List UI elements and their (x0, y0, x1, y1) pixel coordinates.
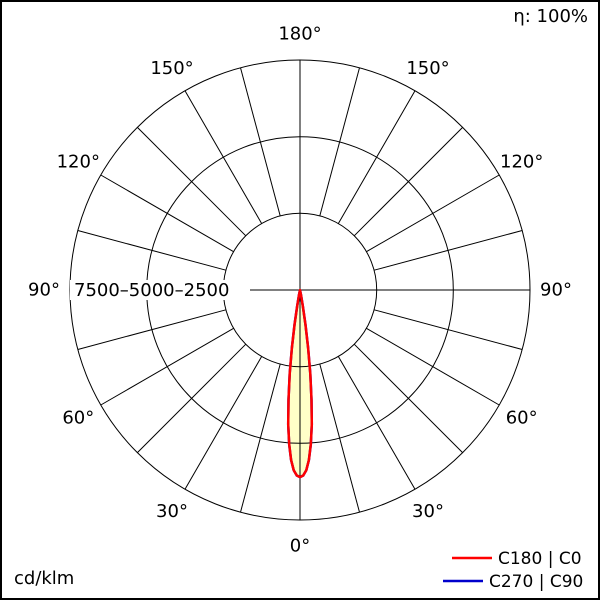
grid-spoke (353, 343, 463, 453)
grid-spoke (77, 309, 227, 350)
radial-axis-labels: 7500–5000–2500 (74, 280, 229, 301)
legend-label-c270-c90: C270 | C90 (489, 572, 583, 592)
beam-curve-c180-c0 (286, 288, 314, 479)
unit-label: cd/klm (14, 568, 74, 589)
grid-spoke (100, 174, 234, 253)
grid-spoke (77, 230, 227, 271)
grid-spoke (184, 356, 263, 490)
angle-label: 120° (500, 152, 543, 173)
grid-spoke (137, 343, 247, 453)
grid-spoke (240, 363, 281, 513)
angle-label: 150° (150, 58, 193, 79)
grid-spoke (337, 356, 416, 490)
grid-spoke (240, 67, 281, 217)
angle-label: 150° (406, 58, 449, 79)
grid-spoke (366, 327, 500, 406)
grid-spoke (366, 174, 500, 253)
angle-label: 0° (290, 536, 310, 557)
efficiency-label: η: 100% (513, 6, 588, 27)
grid-spoke (337, 90, 416, 224)
chart-layer: 7500–5000–2500 0° 30° 30° 60° 60° 90° 90° 120° 12… (28, 24, 572, 557)
grid-spoke (100, 327, 234, 406)
legend: C180 | C0 C270 | C90 (443, 549, 583, 592)
grid-spoke (137, 127, 247, 237)
angle-label: 120° (57, 152, 100, 173)
radial-label-backdrop (70, 280, 250, 300)
grid-spoke (353, 127, 463, 237)
angle-label: 60° (506, 408, 538, 429)
grid-spoke (319, 67, 360, 217)
angle-label: 60° (62, 408, 94, 429)
angle-label: 90° (28, 280, 60, 301)
angle-label: 30° (156, 501, 188, 522)
angle-label: 90° (540, 280, 572, 301)
angle-label: 180° (278, 24, 321, 45)
grid-spoke (184, 90, 263, 224)
grid-spoke (373, 230, 523, 271)
angle-label: 30° (412, 501, 444, 522)
legend-label-c180-c0: C180 | C0 (498, 549, 582, 569)
grid-spoke (319, 363, 360, 513)
grid-spoke (373, 309, 523, 350)
